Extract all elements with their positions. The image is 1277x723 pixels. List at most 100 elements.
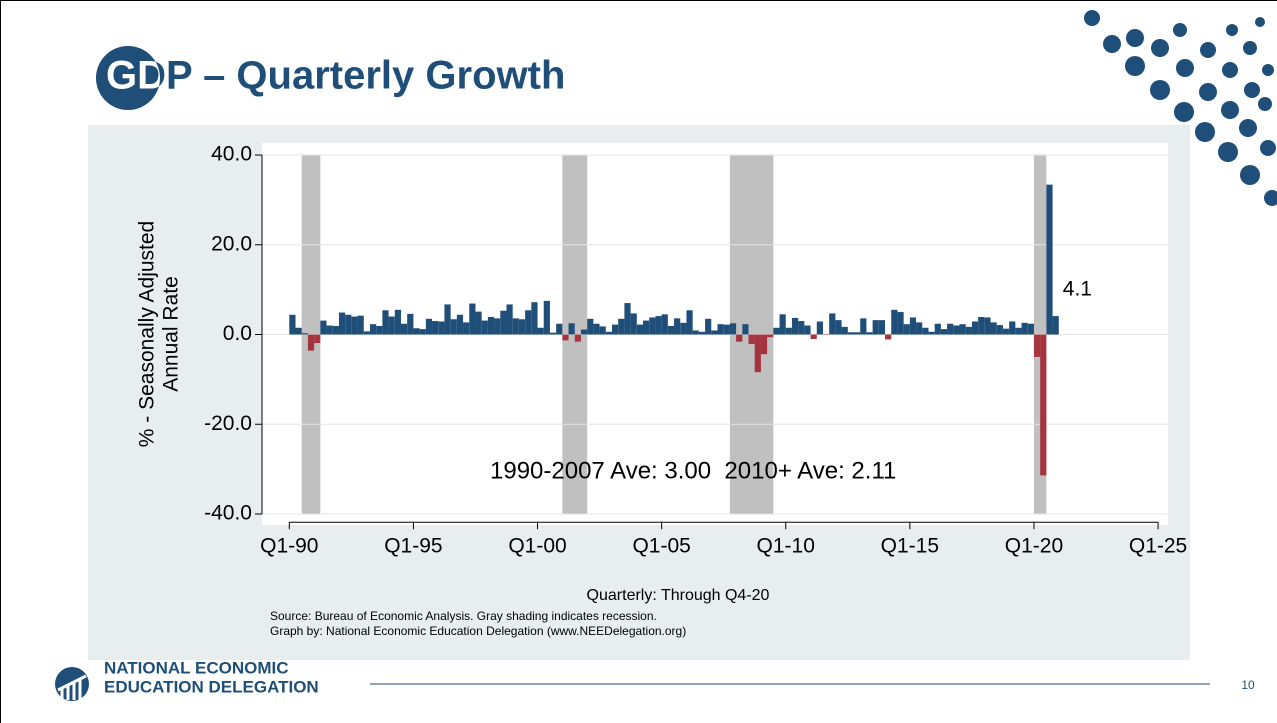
bar [611,324,619,335]
bar [394,309,402,335]
bar [1002,328,1010,335]
bar [798,321,805,335]
bar [810,334,817,339]
bar [897,312,904,335]
bar [1033,334,1041,357]
bar [717,324,724,335]
bar [692,330,699,335]
bar [866,332,873,335]
bar [1021,322,1028,335]
bar [314,334,321,344]
bar [996,325,1003,335]
y-tick-label: 40.0 [211,143,252,166]
bar [643,320,650,335]
bar [698,331,706,335]
bar [674,318,681,335]
bar [562,334,569,341]
bar [450,319,457,335]
slide-title: GDP – Quarterly Growth [106,54,565,98]
bar [885,334,892,340]
bar [978,317,985,335]
bar [556,323,563,335]
bar [1009,321,1016,335]
bar [760,334,768,355]
bar [928,331,935,335]
bar [773,327,780,335]
bar [785,327,792,335]
bar [407,313,414,335]
y-tick-label: 20.0 [211,232,252,255]
bar [655,316,662,335]
bar [456,314,464,335]
bar [419,329,426,335]
bar [630,313,637,335]
bar [301,333,308,335]
bar [1027,323,1034,335]
decor-dots [1084,10,1277,206]
bar [432,321,439,335]
bar [587,318,594,335]
source-note: Graph by: National Economic Education De… [270,624,686,638]
bar [903,324,910,335]
bar [351,316,358,335]
bar [990,322,997,335]
bar [332,325,339,335]
bar [1046,184,1053,335]
bar [916,322,923,335]
bar [382,310,389,335]
source-note: Source: Bureau of Economic Analysis. Gra… [270,609,657,623]
bar [667,325,675,335]
y-tick-label: -40.0 [204,502,252,525]
bar [618,318,625,335]
bar [711,330,718,335]
bar [543,300,550,335]
bar [878,320,886,335]
bar [1052,316,1059,335]
bar [779,314,786,335]
bar [506,304,513,335]
bar [1015,327,1022,335]
bar [494,318,501,335]
y-axis-label: % - Seasonally Adjusted [136,221,159,447]
y-tick-label: 0.0 [223,322,252,345]
x-tick-label: Q1-05 [632,535,690,558]
title-badge [96,46,160,110]
page-number: 10 [1241,678,1255,692]
bar [605,331,612,335]
bar [984,317,991,335]
bar [326,325,333,335]
bar [289,314,296,335]
bar [791,317,799,335]
x-tick-label: Q1-90 [260,535,318,558]
bar [345,314,352,335]
bar [835,320,842,335]
chart: 40.0 20.0 0.0 -20.0 -40.0 Q1-90 Q1-95 Q1-00 Q1-0… [136,143,1188,639]
org-name: NATIONAL ECONOMIC [104,658,288,677]
bar [580,329,588,335]
y-axis-label: Annual Rate [160,276,183,392]
bar [357,315,364,335]
bar [729,323,737,335]
bar [599,326,606,335]
bar [624,303,631,335]
bar [804,325,811,335]
bar [767,334,774,338]
bar [500,310,507,335]
bar [680,322,687,335]
annotation: 1990-2007 Ave: 3.00 2010+ Ave: 2.11 [490,457,896,484]
bar [891,309,898,335]
bar [754,334,761,373]
bar [705,318,712,335]
x-tick-label: Q1-00 [508,535,566,558]
bar [748,334,755,344]
bar [549,332,557,335]
bar [518,319,526,335]
y-tick-label: -20.0 [204,412,252,435]
bar [475,311,482,335]
bar [413,328,420,335]
bar [376,325,383,335]
bar [487,317,495,335]
x-tick-label: Q1-20 [1005,535,1063,558]
bar [512,318,519,335]
bar [922,327,929,335]
